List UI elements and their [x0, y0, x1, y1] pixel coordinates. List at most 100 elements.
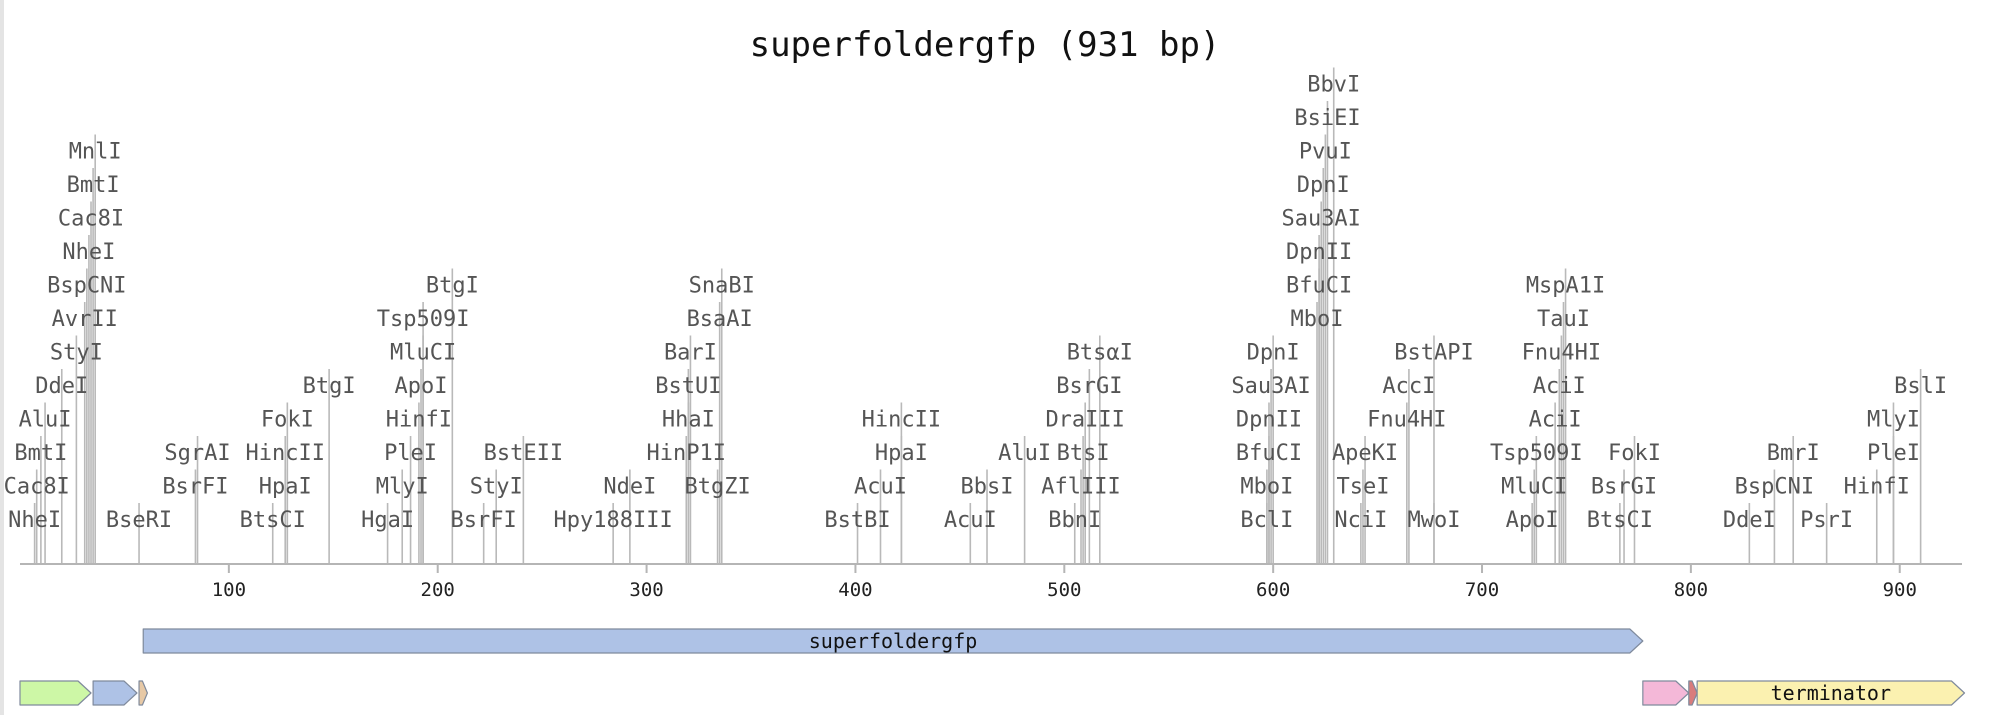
site-label[interactable]: MnlI: [69, 140, 122, 165]
site-label[interactable]: AciI: [1529, 408, 1582, 433]
site-label[interactable]: MboI: [1291, 307, 1344, 332]
site-label[interactable]: Hpy188III: [554, 508, 673, 533]
site-label[interactable]: AluI: [998, 441, 1051, 466]
site-label[interactable]: SgrAI: [164, 441, 230, 466]
site-label[interactable]: Fnu4HI: [1522, 341, 1601, 366]
site-label[interactable]: BsiEI: [1294, 106, 1360, 131]
site-label[interactable]: HpaI: [875, 441, 928, 466]
site-label[interactable]: MspA1I: [1526, 274, 1605, 299]
site-label[interactable]: Fnu4HI: [1367, 408, 1446, 433]
site-label[interactable]: BtsI: [1057, 441, 1110, 466]
site-label[interactable]: DdeI: [1723, 508, 1776, 533]
site-label[interactable]: ApeKI: [1332, 441, 1398, 466]
site-label[interactable]: BseRI: [106, 508, 172, 533]
site-label[interactable]: TauI: [1537, 307, 1590, 332]
site-label[interactable]: BtsCI: [1587, 508, 1653, 533]
site-label[interactable]: SnaBI: [689, 274, 755, 299]
site-label[interactable]: HpaI: [259, 475, 312, 500]
site-label[interactable]: MluCI: [390, 341, 456, 366]
site-label[interactable]: DraIII: [1045, 408, 1124, 433]
site-label[interactable]: BspCNI: [1735, 475, 1814, 500]
site-label[interactable]: BstEII: [484, 441, 563, 466]
site-label[interactable]: AcuI: [854, 475, 907, 500]
site-label[interactable]: DpnI: [1247, 341, 1300, 366]
site-label[interactable]: HinfI: [386, 408, 452, 433]
site-label[interactable]: FokI: [261, 408, 314, 433]
site-label[interactable]: MlyI: [1867, 408, 1920, 433]
site-label[interactable]: ApoI: [1506, 508, 1559, 533]
feature-arrow[interactable]: [142, 628, 1644, 654]
site-label[interactable]: PvuI: [1299, 140, 1352, 165]
site-label[interactable]: Tsp509I: [1490, 441, 1583, 466]
site-label[interactable]: PleI: [384, 441, 437, 466]
site-label[interactable]: BarI: [664, 341, 717, 366]
site-label[interactable]: Sau3AI: [1281, 207, 1360, 232]
site-label[interactable]: DpnI: [1297, 173, 1350, 198]
site-label[interactable]: BfuCI: [1286, 274, 1352, 299]
site-label[interactable]: BstAPI: [1394, 341, 1473, 366]
feature-arrow[interactable]: [92, 680, 138, 706]
feature-arrow[interactable]: [1688, 680, 1698, 706]
site-label[interactable]: BsrGI: [1056, 374, 1122, 399]
site-label[interactable]: BtgI: [303, 374, 356, 399]
site-label[interactable]: DdeI: [35, 374, 88, 399]
site-label[interactable]: StyI: [50, 341, 103, 366]
site-label[interactable]: BsrGI: [1591, 475, 1657, 500]
site-label[interactable]: Cac8I: [4, 475, 70, 500]
site-label[interactable]: HhaI: [662, 408, 715, 433]
site-label[interactable]: BsaAI: [687, 307, 753, 332]
site-label[interactable]: NciI: [1334, 508, 1387, 533]
site-label[interactable]: DpnII: [1236, 408, 1302, 433]
site-label[interactable]: Sau3AI: [1231, 374, 1310, 399]
site-label[interactable]: NdeI: [603, 475, 656, 500]
site-label[interactable]: BbsI: [961, 475, 1014, 500]
site-label[interactable]: Cac8I: [58, 207, 124, 232]
site-label[interactable]: MlyI: [376, 475, 429, 500]
site-label[interactable]: BtsαI: [1067, 341, 1133, 366]
site-label[interactable]: FokI: [1608, 441, 1661, 466]
site-label[interactable]: BbvI: [1307, 73, 1360, 98]
site-label[interactable]: BsrFI: [162, 475, 228, 500]
site-label[interactable]: StyI: [470, 475, 523, 500]
site-label[interactable]: NheI: [8, 508, 61, 533]
site-label[interactable]: MboI: [1240, 475, 1293, 500]
site-label[interactable]: BslI: [1894, 374, 1947, 399]
feature-arrow[interactable]: [138, 680, 149, 706]
site-label[interactable]: BstBI: [824, 508, 890, 533]
site-label[interactable]: NheI: [62, 240, 115, 265]
site-label[interactable]: HincII: [246, 441, 325, 466]
site-label[interactable]: BmtI: [14, 441, 67, 466]
site-label[interactable]: MluCI: [1501, 475, 1567, 500]
feature-arrow[interactable]: [1642, 680, 1690, 706]
site-label[interactable]: AluI: [19, 408, 72, 433]
site-label[interactable]: ApoI: [395, 374, 448, 399]
feature-arrow[interactable]: [1696, 680, 1966, 706]
site-label[interactable]: TseI: [1336, 475, 1389, 500]
site-label[interactable]: BclI: [1240, 508, 1293, 533]
site-label[interactable]: BstUI: [655, 374, 721, 399]
site-label[interactable]: MwoI: [1407, 508, 1460, 533]
site-label[interactable]: AflIII: [1041, 475, 1120, 500]
site-label[interactable]: PleI: [1867, 441, 1920, 466]
site-label[interactable]: BsrFI: [451, 508, 517, 533]
site-label[interactable]: BtsCI: [240, 508, 306, 533]
site-label[interactable]: Tsp509I: [377, 307, 470, 332]
site-label[interactable]: BtgZI: [684, 475, 750, 500]
site-label[interactable]: AvrII: [52, 307, 118, 332]
site-label[interactable]: BspCNI: [47, 274, 126, 299]
feature-arrow[interactable]: [19, 680, 92, 706]
site-label[interactable]: AccI: [1382, 374, 1435, 399]
site-label[interactable]: BfuCI: [1236, 441, 1302, 466]
site-label[interactable]: HinfI: [1844, 475, 1910, 500]
site-label[interactable]: HinP1I: [647, 441, 726, 466]
site-label[interactable]: AcuI: [944, 508, 997, 533]
site-label[interactable]: HincII: [862, 408, 941, 433]
site-label[interactable]: BbnI: [1048, 508, 1101, 533]
site-label[interactable]: BtgI: [426, 274, 479, 299]
site-label[interactable]: BmrI: [1767, 441, 1820, 466]
site-label[interactable]: BmtI: [67, 173, 120, 198]
site-label[interactable]: PsrI: [1800, 508, 1853, 533]
site-label[interactable]: HgaI: [361, 508, 414, 533]
site-label[interactable]: DpnII: [1286, 240, 1352, 265]
site-label[interactable]: AciI: [1533, 374, 1586, 399]
